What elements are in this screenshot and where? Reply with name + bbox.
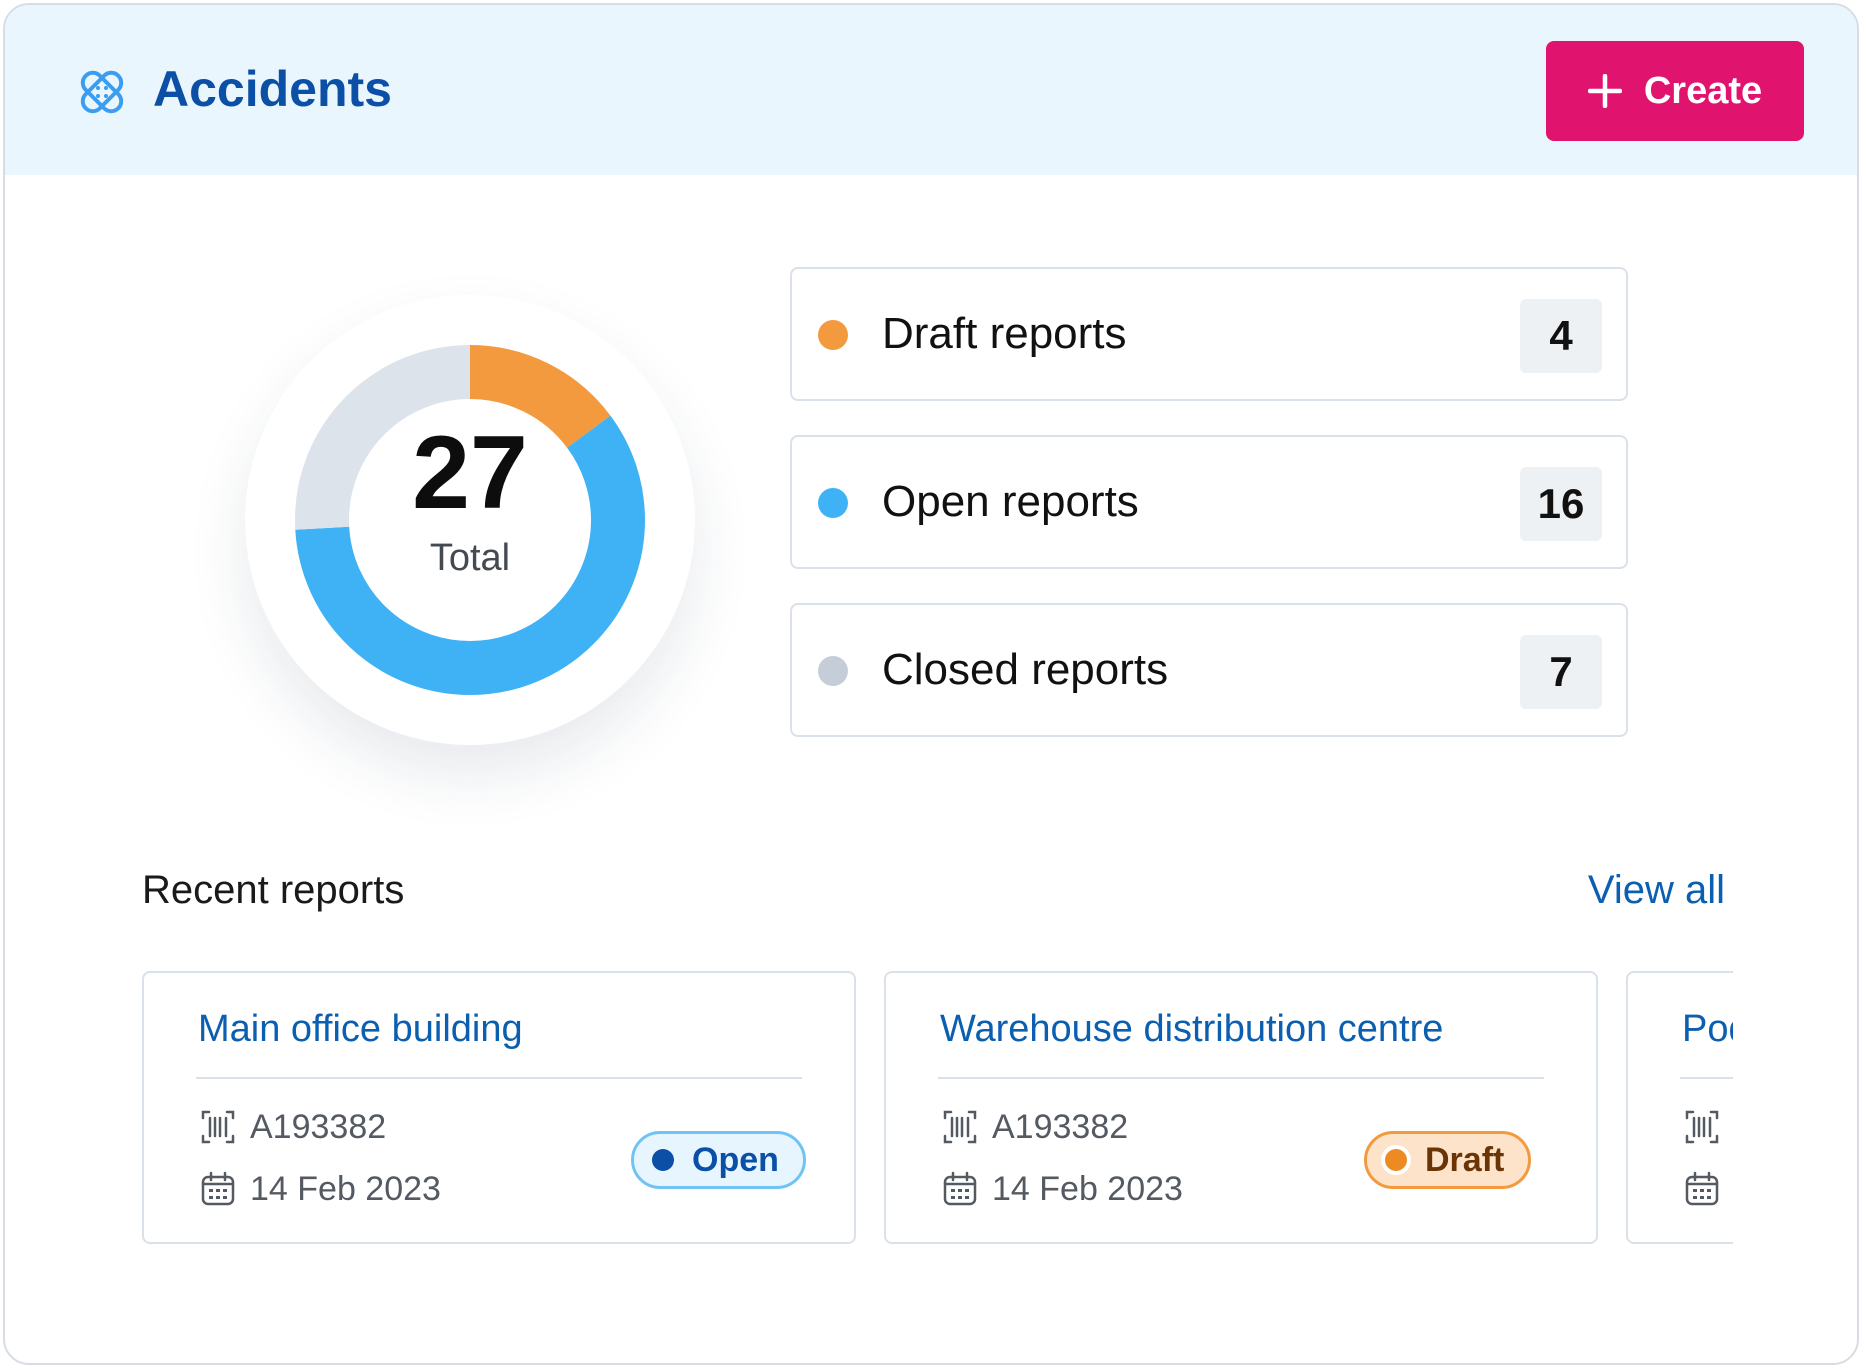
stat-label: Open reports — [882, 477, 1139, 526]
status-donut-chart: 27 Total — [245, 295, 695, 745]
create-button[interactable]: Create — [1546, 41, 1804, 141]
report-card[interactable]: Warehouse distribution centre A193382 — [884, 971, 1598, 1244]
status-dot — [818, 656, 848, 686]
stat-card-draft[interactable]: Draft reports 4 — [790, 267, 1628, 401]
donut-slice-closed-reports — [295, 345, 645, 695]
barcode-icon — [1685, 1110, 1719, 1144]
report-card[interactable]: Main office building A193382 14 F — [142, 971, 856, 1244]
barcode-icon — [201, 1110, 235, 1144]
stat-count: 4 — [1520, 299, 1602, 373]
status-dot — [818, 320, 848, 350]
view-all-link[interactable]: View all — [1587, 868, 1725, 912]
donut-svg — [295, 345, 645, 695]
status-badge-label: Open — [692, 1140, 779, 1179]
header: Accidents Create — [5, 5, 1857, 175]
stat-card-open[interactable]: Open reports 16 — [790, 435, 1628, 569]
stat-count: 16 — [1520, 467, 1602, 541]
stat-card-closed[interactable]: Closed reports 7 — [790, 603, 1628, 737]
report-id: A193382 — [250, 1108, 387, 1146]
status-badge: Open — [631, 1131, 806, 1189]
report-date: 14 Feb 2023 — [250, 1170, 441, 1208]
recent-reports-carousel[interactable]: Main office building A193382 14 F — [142, 971, 1733, 1246]
accidents-widget: Accidents Create 27 Total Draft reports … — [3, 3, 1859, 1365]
stat-label: Closed reports — [882, 645, 1169, 694]
report-card[interactable]: Pod — [1626, 971, 1733, 1244]
plus-icon — [1587, 74, 1622, 108]
divider — [196, 1077, 802, 1079]
status-badge: Draft — [1364, 1131, 1532, 1189]
status-badge-dot — [652, 1149, 674, 1171]
create-button-label: Create — [1643, 69, 1763, 112]
report-date: 14 Feb 2023 — [992, 1170, 1183, 1208]
report-title[interactable]: Pod — [1682, 1008, 1733, 1050]
page-title: Accidents — [153, 61, 392, 117]
total-label: Total — [429, 537, 511, 579]
report-id: A193382 — [992, 1108, 1129, 1146]
barcode-icon — [943, 1110, 977, 1144]
report-title[interactable]: Warehouse distribution centre — [940, 1008, 1444, 1050]
stat-count: 7 — [1520, 635, 1602, 709]
divider — [1680, 1077, 1733, 1079]
calendar-icon — [943, 1171, 977, 1206]
status-dot — [818, 488, 848, 518]
report-title[interactable]: Main office building — [198, 1008, 523, 1050]
bandage-icon — [80, 70, 124, 114]
total-value: 27 — [412, 415, 528, 531]
divider — [938, 1077, 1544, 1079]
status-badge-dot — [1385, 1149, 1407, 1171]
calendar-icon — [201, 1171, 235, 1206]
status-badge-label: Draft — [1425, 1140, 1505, 1179]
donut-slice-open-reports — [295, 345, 645, 695]
calendar-icon — [1685, 1171, 1719, 1206]
recent-reports-heading: Recent reports — [142, 868, 405, 912]
stat-label: Draft reports — [882, 309, 1127, 358]
